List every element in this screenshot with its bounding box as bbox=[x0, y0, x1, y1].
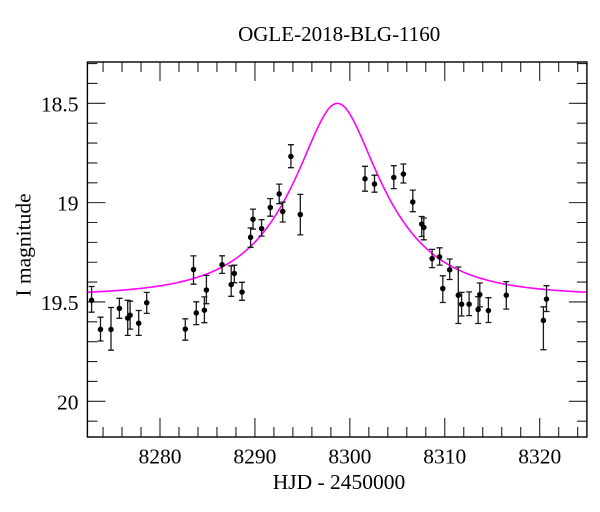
svg-text:I magnitude: I magnitude bbox=[12, 193, 36, 296]
svg-text:8300: 8300 bbox=[328, 445, 371, 469]
svg-text:19.5: 19.5 bbox=[41, 291, 79, 315]
svg-text:18.5: 18.5 bbox=[41, 92, 79, 116]
svg-text:8320: 8320 bbox=[518, 445, 561, 469]
svg-text:OGLE-2018-BLG-1160: OGLE-2018-BLG-1160 bbox=[238, 22, 440, 46]
svg-text:HJD - 2450000: HJD - 2450000 bbox=[273, 470, 406, 494]
svg-text:8290: 8290 bbox=[233, 445, 276, 469]
svg-text:19: 19 bbox=[57, 192, 79, 216]
svg-text:8280: 8280 bbox=[139, 445, 182, 469]
svg-text:20: 20 bbox=[57, 390, 79, 414]
svg-text:8310: 8310 bbox=[423, 445, 466, 469]
